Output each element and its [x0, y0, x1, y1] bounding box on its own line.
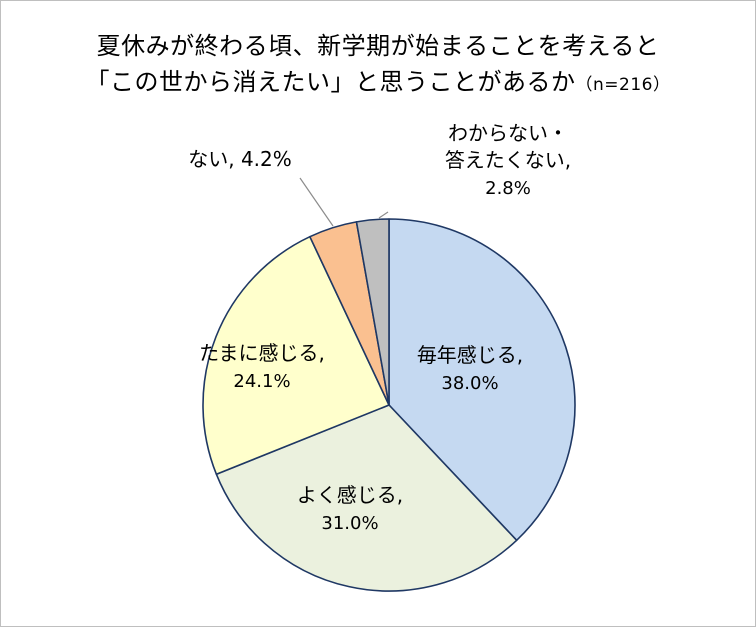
chart-title-line2: 「この世から消えたい」と思うことがあるか（n=216） — [0, 62, 756, 97]
slice-label-3: たまに感じる, 24.1% — [199, 341, 325, 392]
chart-title-sample-size: （n=216） — [575, 75, 671, 95]
slice-label-2: よく感じる, 31.0% — [297, 483, 403, 534]
slice-label-1: 毎年感じる, 38.0% — [417, 343, 523, 394]
slice-label-5: わからない・答えたくない, 2.8% — [445, 121, 571, 199]
slice-label-4: ない, 4.2% — [188, 147, 292, 171]
pie-slice-2 — [215, 404, 518, 592]
pie-slice-1 — [388, 218, 576, 542]
pie-slice-5 — [355, 218, 390, 406]
chart-title-main: 「この世から消えたい」と思うことがあるか — [85, 68, 576, 96]
leader-line-4 — [299, 177, 334, 227]
leader-line-5 — [378, 211, 389, 219]
chart-title-line1: 夏休みが終わる頃、新学期が始まることを考えると — [96, 32, 660, 60]
pie-slice-3 — [202, 235, 390, 476]
